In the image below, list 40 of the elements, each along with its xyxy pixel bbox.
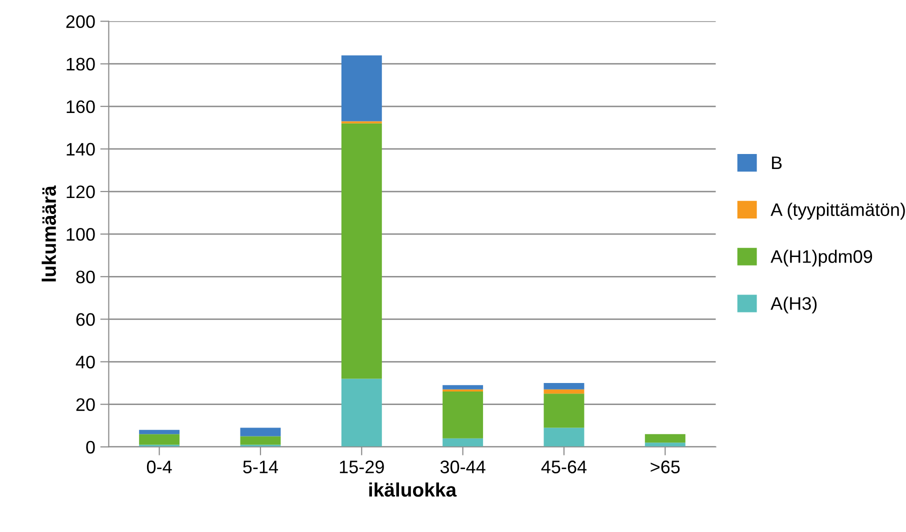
x-tick-label: 5-14	[243, 460, 278, 474]
y-tick-label: 40	[76, 356, 95, 368]
bar	[544, 394, 584, 428]
y-tick-label: 80	[76, 270, 95, 284]
bar	[341, 55, 382, 122]
x-tick-label: 15-29	[340, 460, 384, 474]
bar	[644, 442, 686, 447]
y-tick-label: 0	[86, 440, 95, 454]
bar	[341, 378, 382, 447]
x-tick-label: 45-64	[541, 460, 587, 474]
y-tick-label: 60	[76, 313, 95, 326]
y-tick-label: 120	[66, 185, 95, 198]
y-tick-label: 20	[76, 398, 95, 412]
bar	[644, 434, 686, 443]
y-tick-label: 140	[66, 142, 95, 156]
bar	[442, 438, 484, 447]
legend-label: A(H1)pdm09	[770, 250, 872, 267]
bar	[139, 434, 180, 445]
bar	[240, 428, 281, 436]
legend-label: A (tyypittämätön)	[770, 202, 905, 220]
bar	[240, 436, 281, 445]
y-tick-label: 160	[66, 100, 95, 114]
y-tick-label: 180	[66, 58, 95, 71]
bar	[544, 428, 584, 447]
x-axis-title: ikäluokka	[369, 482, 457, 497]
bar	[341, 123, 382, 379]
bar	[442, 385, 484, 390]
x-tick-label: 30-44	[440, 460, 486, 474]
bar	[544, 389, 584, 394]
legend-label: B	[772, 156, 782, 169]
x-tick-label: 0-4	[146, 460, 172, 474]
bar	[544, 383, 584, 390]
x-tick-label: >65	[650, 460, 680, 474]
bar	[442, 392, 484, 438]
y-axis-title: lukumäärä	[42, 185, 56, 282]
y-tick-label: 100	[66, 228, 95, 241]
legend-label: A(H3)	[770, 296, 817, 314]
y-tick-label: 200	[66, 15, 95, 28]
bar	[442, 389, 484, 392]
bar	[139, 430, 180, 434]
